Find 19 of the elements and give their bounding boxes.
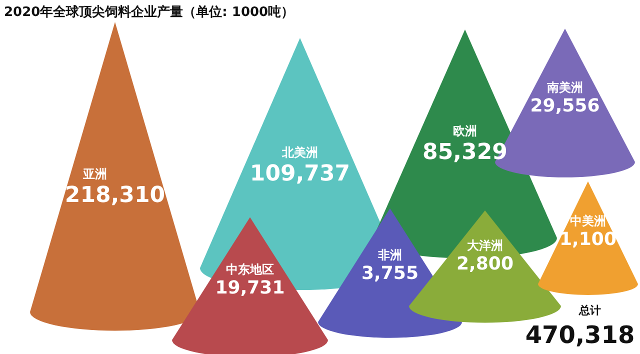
category-label: 大洋洲 <box>467 238 503 253</box>
text: 2020年全球顶尖饲料企业产量（单位: 1000吨） <box>4 4 294 20</box>
text: 总计 <box>578 304 601 317</box>
data-label: 19,731 <box>215 277 285 298</box>
category-label: 中东地区 <box>226 262 274 276</box>
category-label: 欧洲 <box>453 124 477 138</box>
category-label: 南美洲 <box>546 80 583 94</box>
category-label: 亚洲 <box>82 166 107 181</box>
data-label: 2,800 <box>456 254 514 275</box>
text: 470,318 <box>525 321 635 349</box>
data-label: 109,737 <box>250 162 350 187</box>
data-label: 85,329 <box>422 140 508 165</box>
data-label: 1,100 <box>560 228 616 250</box>
category-label: 北美洲 <box>281 146 318 160</box>
data-label: 218,310 <box>64 182 166 208</box>
data-label: 3,755 <box>362 262 418 284</box>
category-label: 中美洲 <box>570 214 606 228</box>
category-label: 非洲 <box>377 248 402 262</box>
data-label: 29,556 <box>530 95 600 116</box>
